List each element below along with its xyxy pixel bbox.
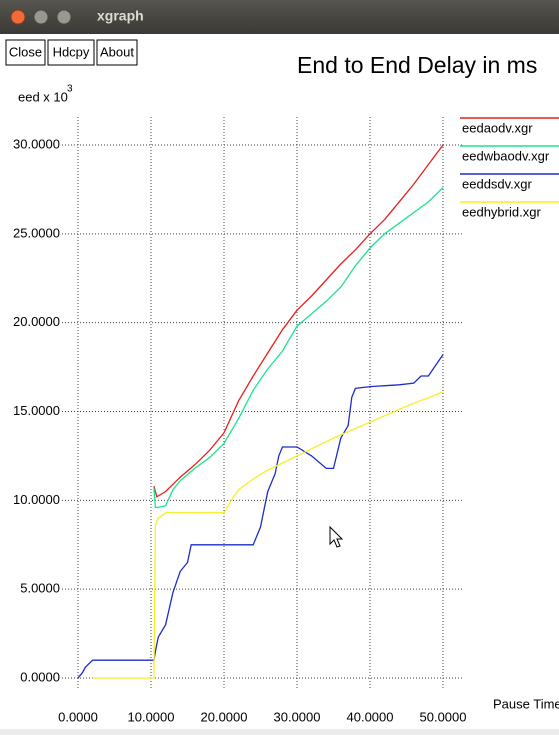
bottom-border	[0, 729, 559, 735]
x-tick-label: 50.0000	[420, 709, 467, 724]
x-tick-label: 30.0000	[274, 709, 321, 724]
maximize-window-button[interactable]	[56, 9, 72, 25]
series-line	[153, 144, 444, 498]
y-tick-label: 0.0000	[20, 669, 60, 684]
y-tick-label: 20.0000	[13, 314, 60, 329]
close-button[interactable]	[5, 39, 46, 66]
hardcopy-button-label[interactable]: Hdcpy	[53, 44, 90, 59]
legend-label: eedaodv.xgr	[462, 120, 533, 135]
minimize-window-button[interactable]	[33, 9, 49, 25]
mouse-cursor	[329, 525, 344, 548]
x-axis-label: Pause Time	[493, 696, 559, 711]
series-line	[153, 187, 444, 509]
y-tick-label: 5.0000	[20, 581, 60, 596]
y-tick-label: 15.0000	[13, 403, 60, 418]
close-button-label[interactable]: Close	[9, 44, 42, 59]
about-button-label[interactable]: About	[100, 44, 134, 59]
window-title: xgraph	[97, 8, 144, 24]
x-tick-label: 0.0000	[58, 709, 98, 724]
hardcopy-button[interactable]	[47, 39, 95, 66]
series-line	[92, 391, 444, 679]
close-window-button[interactable]	[10, 9, 26, 25]
x-tick-label: 40.0000	[347, 709, 394, 724]
chart-title: End to End Delay in ms	[297, 52, 537, 78]
legend-label: eedhybrid.xgr	[462, 204, 541, 219]
y-tick-label: 25.0000	[13, 225, 60, 240]
y-tick-label: 30.0000	[13, 136, 60, 151]
y-axis-label: eed x 10	[18, 89, 68, 104]
legend-label: eeddsdv.xgr	[462, 176, 533, 191]
x-tick-label: 20.0000	[201, 709, 248, 724]
y-axis-label-exponent: 3	[67, 84, 73, 95]
series-line	[77, 354, 444, 679]
title-bar	[0, 0, 559, 34]
legend-label: eedwbaodv.xgr	[462, 148, 550, 163]
y-tick-label: 10.0000	[13, 492, 60, 507]
about-button[interactable]	[96, 39, 138, 66]
x-tick-label: 10.0000	[128, 709, 175, 724]
